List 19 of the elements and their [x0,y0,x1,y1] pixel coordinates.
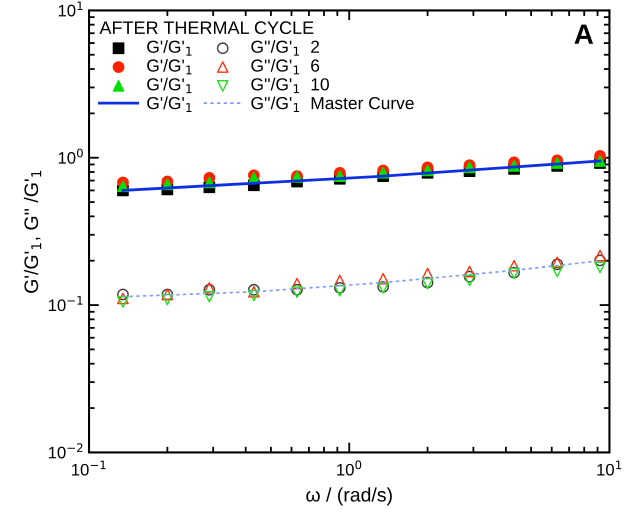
legend-label: G''/G'$_{1}$ Master Curve [251,96,414,112]
y-axis-title: G'/G'$_{1}$, G'' /G'$_{1}$ [24,170,42,293]
legend-title: AFTER THERMAL CYCLE [99,21,314,34]
x-tick-label: 10$^{−1}$ [72,460,106,476]
y-tick-label: 10$^{−2}$ [48,443,82,458]
y-tick-label: 10$^{1}$ [58,1,83,16]
legend-label: G'/G'$_{1}$ [147,58,192,74]
legend-label: G''/G'$_{1}$ 6 [251,58,320,74]
legend-label: G'/G'$_{1}$ [147,78,192,94]
legend-label: G''/G'$_{1}$ 2 [251,40,320,56]
x-axis-title: ω / (rad/s) [306,487,392,506]
y-tick-label: 10$^{0}$ [58,148,83,164]
legend-label: G''/G'$_{1}$ 10 [251,78,329,94]
annotation: A [574,24,594,44]
y-tick-label: 10$^{−1}$ [48,296,82,312]
legend-label: G'/G'$_{1}$ [147,96,192,112]
legend-label: G'/G'$_{1}$ [147,40,192,56]
x-tick-label: 10$^{1}$ [597,460,622,476]
x-tick-label: 10$^{0}$ [337,460,362,476]
